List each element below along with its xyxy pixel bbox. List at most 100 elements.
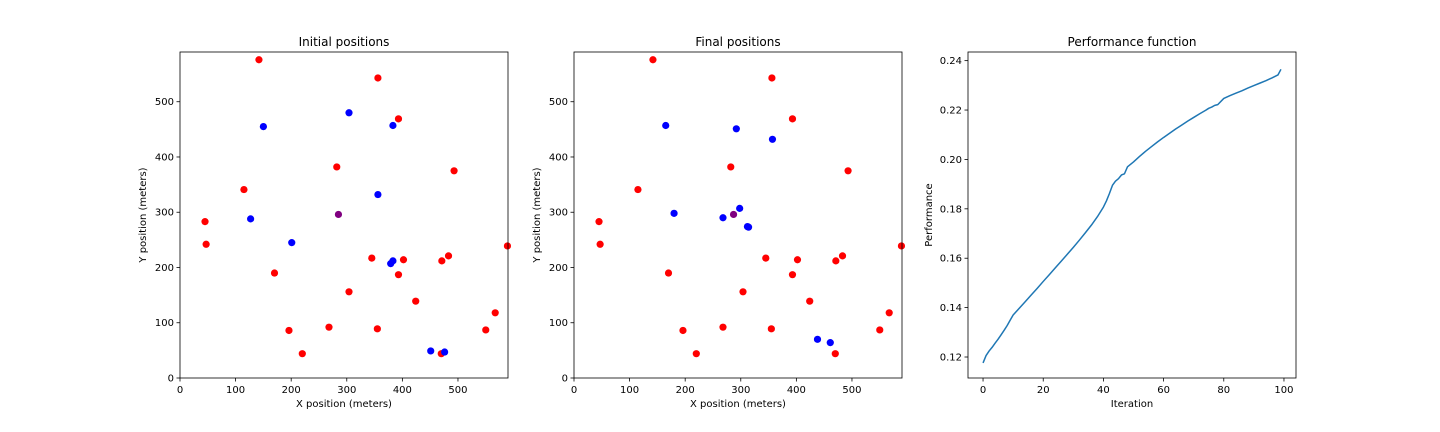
y-tick-label: 0.16 bbox=[940, 254, 962, 265]
plot-area bbox=[201, 56, 512, 358]
point-blue bbox=[826, 339, 834, 347]
chart-title: Performance function bbox=[1068, 35, 1197, 49]
point-blue bbox=[662, 121, 670, 130]
point-red bbox=[788, 115, 797, 123]
chart-3: Performance function 0 20 40 60 80 100 0.12 0.14… bbox=[924, 35, 1297, 410]
point-red bbox=[503, 242, 512, 250]
point-red bbox=[762, 254, 770, 262]
point-blue bbox=[441, 348, 449, 356]
point-blue bbox=[732, 125, 740, 133]
point-red bbox=[368, 254, 376, 262]
point-purple bbox=[729, 210, 738, 219]
point-red bbox=[596, 240, 604, 248]
point-blue bbox=[744, 223, 753, 231]
x-tick-label: 500 bbox=[448, 385, 467, 396]
point-blue bbox=[259, 122, 267, 131]
y-tick-label: 200 bbox=[155, 263, 174, 274]
point-blue bbox=[374, 190, 382, 199]
point-red bbox=[450, 167, 458, 175]
x-tick-label: 300 bbox=[337, 385, 356, 396]
point-red bbox=[285, 326, 293, 335]
point-red bbox=[240, 185, 248, 194]
y-tick-label: 0.22 bbox=[940, 106, 962, 117]
y-tick-label: 100 bbox=[155, 318, 174, 329]
point-red bbox=[793, 256, 802, 264]
y-axis-label: Y position (meters) bbox=[138, 167, 149, 263]
x-axis-label: Iteration bbox=[1111, 399, 1153, 410]
chart-title: Final positions bbox=[695, 35, 780, 49]
point-blue bbox=[387, 260, 395, 268]
point-red bbox=[394, 271, 403, 279]
point-blue bbox=[768, 135, 777, 143]
performance-line bbox=[982, 68, 1282, 364]
y-axis-label: Y position (meters) bbox=[532, 167, 543, 263]
chart-title: Initial positions bbox=[299, 35, 390, 49]
point-red bbox=[897, 242, 906, 250]
point-red bbox=[255, 56, 263, 64]
x-axis-label: X position (meters) bbox=[296, 399, 392, 410]
point-blue bbox=[670, 209, 678, 217]
y-tick-label: 0.24 bbox=[940, 56, 962, 67]
x-tick-label: 100 bbox=[620, 385, 639, 396]
point-red bbox=[634, 185, 642, 194]
point-red bbox=[831, 350, 839, 358]
point-red bbox=[832, 257, 840, 265]
y-tick-label: 0.12 bbox=[940, 353, 962, 364]
point-red bbox=[679, 326, 687, 335]
axes-frame bbox=[179, 51, 509, 379]
point-red bbox=[844, 167, 852, 175]
point-red bbox=[201, 218, 209, 226]
x-tick-label: 500 bbox=[842, 385, 861, 396]
point-red bbox=[491, 309, 499, 317]
y-tick-label: 300 bbox=[155, 208, 174, 219]
point-red bbox=[595, 218, 603, 226]
point-blue bbox=[719, 214, 727, 222]
y-tick-label: 0 bbox=[168, 374, 174, 385]
x-tick-label: 0 bbox=[571, 385, 577, 396]
point-red bbox=[876, 326, 884, 334]
x-tick-label: 200 bbox=[676, 385, 695, 396]
point-red bbox=[438, 257, 446, 265]
x-tick-label: 300 bbox=[731, 385, 750, 396]
point-red bbox=[374, 74, 382, 82]
point-blue bbox=[345, 109, 353, 117]
point-blue bbox=[247, 215, 255, 223]
y-tick-label: 500 bbox=[155, 97, 174, 108]
chart-1: Initial positions 0 100 200 300 400 500 0 100 200… bbox=[138, 35, 512, 410]
point-blue bbox=[813, 335, 822, 343]
point-red bbox=[202, 240, 210, 248]
x-tick-label: 40 bbox=[1097, 385, 1110, 396]
x-tick-label: 60 bbox=[1157, 385, 1170, 396]
point-blue bbox=[736, 204, 744, 212]
point-red bbox=[768, 74, 776, 82]
axes-frame bbox=[967, 51, 1297, 379]
point-red bbox=[806, 297, 814, 305]
point-red bbox=[664, 269, 673, 277]
x-tick-label: 80 bbox=[1217, 385, 1230, 396]
y-tick-label: 100 bbox=[549, 318, 568, 329]
x-tick-label: 100 bbox=[1274, 385, 1293, 396]
y-tick-label: 500 bbox=[549, 97, 568, 108]
x-tick-label: 400 bbox=[393, 385, 412, 396]
y-tick-label: 300 bbox=[549, 208, 568, 219]
point-red bbox=[270, 269, 279, 277]
x-axis-label: X position (meters) bbox=[690, 399, 786, 410]
point-red bbox=[719, 323, 727, 331]
y-axis-label: Performance bbox=[924, 183, 935, 246]
point-red bbox=[399, 256, 408, 264]
plot-area bbox=[595, 56, 906, 358]
x-tick-label: 20 bbox=[1037, 385, 1050, 396]
point-red bbox=[345, 288, 353, 296]
y-tick-label: 400 bbox=[549, 152, 568, 163]
x-tick-label: 200 bbox=[282, 385, 301, 396]
point-red bbox=[727, 163, 735, 171]
point-blue bbox=[389, 121, 397, 130]
x-tick-label: 400 bbox=[787, 385, 806, 396]
point-red bbox=[444, 252, 453, 260]
chart-2: Final positions 0 100 200 300 400 500 0 100 200 30… bbox=[532, 35, 906, 410]
point-red bbox=[333, 163, 341, 171]
point-red bbox=[885, 309, 893, 317]
point-red bbox=[692, 350, 700, 358]
y-tick-label: 400 bbox=[155, 152, 174, 163]
